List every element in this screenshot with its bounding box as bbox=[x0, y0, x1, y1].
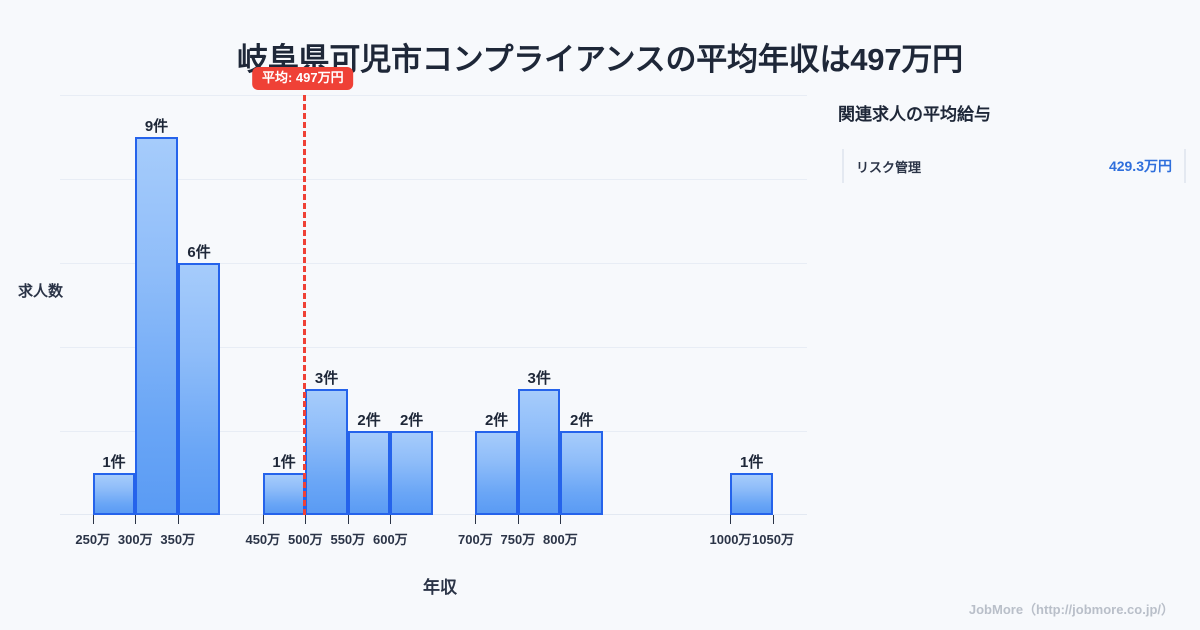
histogram-bar[interactable] bbox=[177, 263, 221, 515]
bar-value-label: 2件 bbox=[357, 412, 381, 429]
histogram-bar[interactable] bbox=[390, 431, 433, 515]
x-axis-tick bbox=[390, 515, 392, 524]
related-job-row[interactable]: リスク管理 429.3万円 bbox=[842, 149, 1186, 183]
gridline bbox=[60, 263, 807, 264]
watermark: JobMore（http://jobmore.co.jp/） bbox=[968, 602, 1174, 617]
x-axis-tick bbox=[517, 515, 519, 524]
bar-value-label: 1件 bbox=[102, 454, 126, 471]
x-axis-tick-label: 600万 bbox=[372, 532, 408, 547]
bar-value-label: 2件 bbox=[399, 412, 424, 429]
axis-baseline bbox=[60, 514, 807, 515]
histogram-bar[interactable] bbox=[517, 389, 561, 515]
gridline bbox=[60, 431, 807, 432]
histogram-bar[interactable] bbox=[262, 473, 306, 515]
x-axis-tick bbox=[475, 515, 477, 524]
x-axis-tick-label: 700万 bbox=[458, 532, 493, 547]
x-axis-tick bbox=[560, 515, 562, 524]
x-axis-tick-label: 500万 bbox=[287, 532, 323, 547]
x-axis-tick bbox=[730, 515, 732, 524]
x-axis-tick bbox=[92, 515, 94, 524]
x-axis-tick bbox=[177, 515, 179, 524]
bar-value-label: 3件 bbox=[527, 370, 551, 387]
gridline bbox=[60, 347, 807, 348]
gridline bbox=[60, 95, 807, 96]
x-axis-tick-label: 450万 bbox=[245, 532, 281, 547]
x-axis-tick-label: 250万 bbox=[75, 532, 111, 547]
histogram-bar[interactable] bbox=[560, 431, 603, 515]
average-badge: 平均: 497万円 bbox=[251, 67, 354, 91]
plot-area: 1件 9件 6件 1件 3件 2件 2件 2件 3件 2件 1件 250万 300万 350万 450万 50… bbox=[60, 67, 807, 547]
x-axis-tick bbox=[262, 515, 264, 524]
average-line bbox=[302, 95, 306, 515]
histogram-bar[interactable] bbox=[475, 431, 518, 515]
bar-value-label: 6件 bbox=[187, 244, 211, 261]
page-title: 岐阜県可児市コンプライアンスの平均年収は497万円 bbox=[237, 42, 963, 77]
histogram-bar[interactable] bbox=[92, 473, 136, 515]
bar-value-label: 9件 bbox=[144, 118, 169, 135]
related-jobs-panel: 関連求人の平均給与 リスク管理 429.3万円 bbox=[836, 100, 1186, 183]
x-axis-tick bbox=[772, 515, 774, 524]
related-jobs-list: リスク管理 429.3万円 bbox=[836, 149, 1186, 183]
x-axis-tick-label: 550万 bbox=[330, 532, 366, 547]
bar-value-label: 1件 bbox=[272, 454, 296, 471]
bar-value-label: 2件 bbox=[484, 412, 509, 429]
x-axis-tick bbox=[347, 515, 349, 524]
x-axis-tick bbox=[305, 515, 307, 524]
bar-value-label: 2件 bbox=[570, 412, 594, 429]
histogram-bar[interactable] bbox=[347, 431, 391, 515]
bar-value-label: 1件 bbox=[740, 454, 764, 471]
histogram-chart: 求人数 1件 9件 6件 1件 3件 2件 2件 2件 3件 2件 1件 250万 300万 350万 45… bbox=[18, 67, 807, 597]
related-job-value: 429.3万円 bbox=[1108, 158, 1172, 174]
x-axis-tick-label: 750万 bbox=[500, 532, 536, 547]
x-axis-tick-label: 800万 bbox=[543, 532, 578, 547]
x-axis-tick-label: 350万 bbox=[160, 532, 196, 547]
x-axis-tick bbox=[135, 515, 137, 524]
x-axis-tick-label: 1050万 bbox=[752, 532, 794, 547]
histogram-bar[interactable] bbox=[305, 389, 348, 515]
histogram-bar[interactable] bbox=[730, 473, 773, 515]
x-axis-title: 年収 bbox=[423, 578, 457, 597]
histogram-bar[interactable] bbox=[135, 137, 178, 515]
gridline bbox=[60, 179, 807, 180]
x-axis-tick-label: 300万 bbox=[117, 532, 153, 547]
related-jobs-title: 関連求人の平均給与 bbox=[838, 105, 991, 124]
x-axis-tick-label: 1000万 bbox=[709, 532, 752, 547]
y-axis-title: 求人数 bbox=[18, 283, 64, 300]
related-job-label: リスク管理 bbox=[856, 159, 922, 175]
bar-value-label: 3件 bbox=[314, 370, 339, 387]
